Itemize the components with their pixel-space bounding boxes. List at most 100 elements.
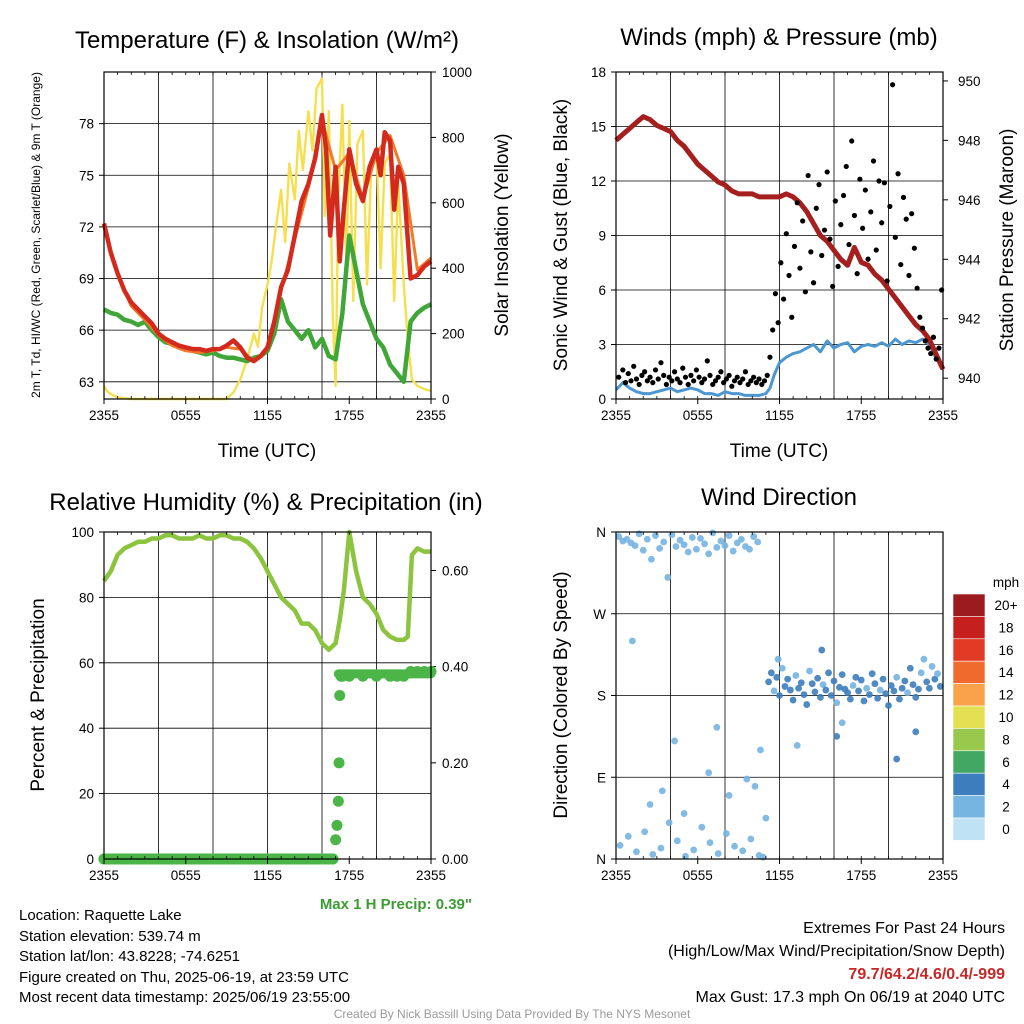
rh-y2tick-label: 0.20	[442, 756, 468, 771]
temp-title: Temperature (F) & Insolation (W/m²)	[75, 27, 459, 54]
wind-y2tick-label: 948	[958, 133, 981, 148]
wind-gust-point	[821, 227, 828, 233]
wind-gust-point	[669, 378, 675, 384]
temp-ytick-label: 75	[79, 168, 94, 183]
speed-legend-label: 8	[1002, 732, 1010, 747]
dir-point	[633, 848, 640, 856]
precip-point	[343, 670, 355, 682]
dir-xtick-label: 2355	[928, 868, 958, 883]
wind-gust-point	[808, 249, 814, 255]
rh-gridlines	[103, 531, 432, 860]
dir-point	[893, 673, 901, 681]
wind-gust-point	[731, 378, 738, 384]
wind-gust-point	[644, 378, 650, 384]
dir-ytick-label: N	[596, 852, 606, 867]
wind-gust-point	[639, 372, 645, 378]
rh-ytick-label: 60	[79, 656, 94, 671]
wind-gust-point	[786, 272, 792, 279]
dir-point	[652, 532, 659, 540]
wind-gust-point	[674, 376, 680, 382]
created-text: Figure created on Thu, 2025-06-19, at 23…	[19, 968, 349, 986]
dir-point	[701, 540, 708, 548]
wind-gust-point	[876, 178, 882, 184]
wind-gust-point	[677, 380, 683, 386]
rh-ylabel: Percent & Precipitation	[28, 598, 49, 791]
dir-point	[928, 663, 936, 670]
dir-point	[819, 681, 827, 688]
temp-xtick-label: 1755	[334, 408, 364, 423]
dir-point	[692, 545, 700, 553]
dir-point	[660, 538, 668, 546]
dir-point	[776, 692, 783, 699]
dir-point	[747, 835, 755, 843]
wind-gust-point	[631, 363, 637, 369]
precip-point	[371, 670, 382, 682]
wind-gust-point	[797, 265, 803, 271]
dir-point	[743, 775, 751, 783]
temp-ytick-label: 78	[79, 117, 94, 132]
dir-point	[767, 669, 775, 677]
temp-ytick-label: 63	[79, 375, 94, 390]
wind-gust-point	[658, 360, 664, 366]
dir-point	[721, 542, 729, 550]
wind-gust-point	[761, 378, 768, 384]
dir-point	[912, 728, 920, 736]
rh-ytick-label: 40	[79, 721, 94, 736]
speed-legend-swatch	[952, 817, 986, 841]
wind-gust-point	[699, 380, 705, 386]
dir-ytick-label: W	[593, 607, 606, 622]
wind-gust-point	[650, 380, 656, 386]
dir-point	[672, 543, 680, 550]
rh-line	[102, 529, 431, 652]
wind-gust-point	[884, 278, 890, 284]
dir-point	[833, 699, 841, 707]
precip-point	[330, 834, 342, 846]
wind-gust-point	[742, 369, 749, 375]
wind-ytick-label: 15	[591, 120, 606, 135]
speed-legend-swatch	[952, 616, 986, 640]
wind-gust-point	[933, 356, 939, 362]
wind-gust-point	[810, 280, 817, 286]
dir-point	[770, 687, 778, 695]
wind-gust-point	[832, 198, 838, 204]
wind-gust-point	[625, 370, 631, 377]
dir-point	[725, 792, 733, 799]
dir-point	[887, 682, 895, 689]
wind-gust-point	[813, 205, 819, 211]
wind-y2tick-label: 944	[958, 252, 981, 267]
wind-gust-point	[843, 163, 849, 170]
wind-gust-point	[851, 212, 858, 219]
dir-point	[863, 684, 871, 692]
wind-gust-point	[816, 182, 822, 188]
dir-point	[787, 686, 794, 694]
wind-ytick-label: 6	[598, 283, 606, 298]
dir-point	[784, 675, 792, 683]
dir-point	[762, 814, 770, 822]
temp-xlabel: Time (UTC)	[218, 441, 317, 462]
precip-point	[332, 795, 344, 807]
speed-legend-label: 16	[998, 643, 1013, 658]
dir-point	[698, 823, 706, 831]
dir-point	[750, 533, 758, 540]
wind-gust-point	[620, 367, 626, 373]
wind-gust-point	[688, 372, 694, 378]
dir-point	[934, 670, 941, 678]
wind-gust-point	[819, 252, 825, 259]
station-info: Location: Raquette Lake Station elevatio…	[19, 906, 350, 1009]
wind-gust-point	[802, 289, 808, 295]
wind-gust-point	[772, 291, 779, 297]
temp-gridlines	[103, 72, 432, 399]
dir-point	[793, 742, 801, 749]
rh-xtick-label: 1155	[253, 868, 282, 883]
dir-point	[731, 842, 738, 850]
temp-ytick-label: 66	[79, 323, 94, 338]
wind-ytick-label: 0	[598, 392, 606, 407]
speed-legend-label: 18	[998, 620, 1013, 635]
wind-gust-point	[794, 200, 800, 206]
temp-xtick-label: 2355	[89, 408, 119, 423]
wind-title: Winds (mph) & Pressure (mb)	[620, 24, 937, 51]
wind-gust-point	[881, 180, 888, 186]
wind-gust-point	[827, 236, 833, 242]
rh-xtick-label: 2355	[416, 868, 446, 883]
